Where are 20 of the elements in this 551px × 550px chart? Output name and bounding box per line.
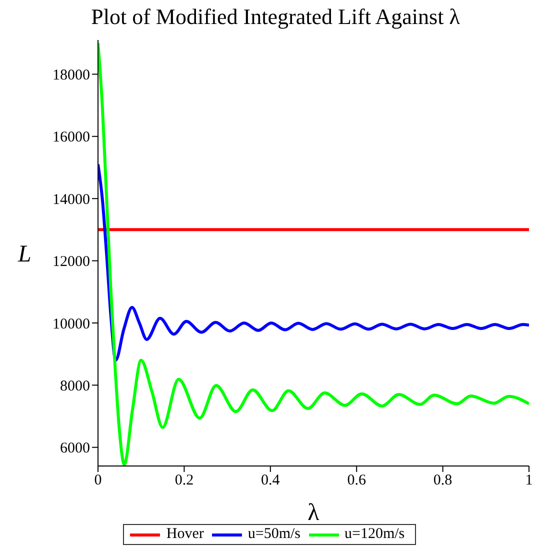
x-tick-label: 0.4 <box>261 472 280 489</box>
x-axis-title: λ <box>308 500 320 526</box>
y-axis-title: L <box>17 242 32 268</box>
y-tick-label: 16000 <box>52 130 90 146</box>
y-tick-label: 18000 <box>52 68 90 84</box>
x-tick-label: 1 <box>525 472 533 489</box>
y-tick-label: 14000 <box>52 192 90 208</box>
y-tick-label: 12000 <box>52 254 90 270</box>
y-tick-label: 6000 <box>60 440 90 457</box>
line-series <box>98 162 529 362</box>
x-tick-label: 0.8 <box>433 472 452 489</box>
x-tick-label: 0 <box>94 472 102 489</box>
legend-label: Hover <box>166 526 204 543</box>
x-tick-label: 0.6 <box>347 472 366 489</box>
chart-title: Plot of Modified Integrated Lift Against λ <box>90 4 461 30</box>
y-tick-label: 10000 <box>52 316 90 332</box>
legend-label: u=120m/s <box>344 526 405 543</box>
legend-label: u=50m/s <box>248 526 300 543</box>
y-tick-label: 8000 <box>60 378 90 394</box>
x-tick-label: 0.2 <box>174 472 194 489</box>
